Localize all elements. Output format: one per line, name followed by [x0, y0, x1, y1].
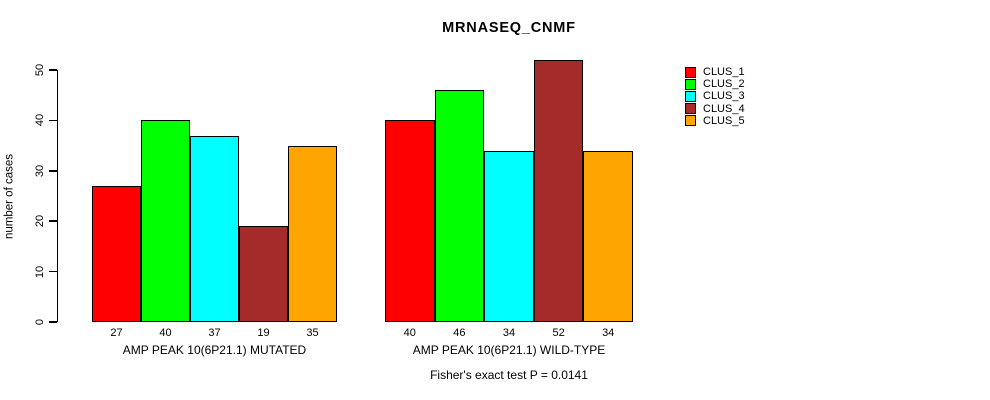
y-axis-tick-label: 10 — [34, 265, 46, 278]
y-axis-tick — [48, 170, 57, 172]
y-axis-tick-label: 0 — [34, 318, 46, 326]
legend-swatch-clus_1 — [685, 66, 696, 78]
y-axis-tick-label: 50 — [34, 63, 46, 77]
bar-value-label: 19 — [257, 326, 270, 339]
y-axis-tick — [48, 270, 57, 273]
bar-value-label: 46 — [453, 326, 466, 339]
legend-swatch-clus_3 — [685, 90, 696, 102]
y-axis-tick — [48, 220, 57, 222]
bar-value-label: 52 — [552, 326, 565, 339]
y-axis-label: number of cases — [3, 154, 16, 240]
y-axis-tick-label: 30 — [34, 164, 46, 177]
bar-clus_4-group-1 — [239, 226, 288, 322]
bar-clus_1-group-2 — [385, 120, 435, 322]
legend-label-clus_4: CLUS_4 — [703, 102, 745, 115]
legend-label-clus_3: CLUS_3 — [703, 90, 745, 103]
bar-value-label: 37 — [208, 326, 221, 339]
y-axis-tick — [48, 69, 57, 71]
fisher-test-annotation: Fisher's exact test P = 0.0141 — [430, 368, 588, 382]
bar-clus_4-group-2 — [533, 59, 584, 322]
y-axis-tick-label: 20 — [34, 215, 46, 228]
y-axis-spine — [56, 70, 58, 322]
bar-clus_2-group-1 — [141, 120, 190, 322]
legend-label-clus_2: CLUS_2 — [703, 78, 745, 91]
x-axis-group-label: AMP PEAK 10(6P21.1) MUTATED — [122, 343, 307, 357]
bar-value-label: 40 — [159, 326, 172, 339]
bar-clus_5-group-1 — [288, 145, 337, 322]
bar-value-label: 27 — [110, 326, 123, 339]
legend-swatch-clus_2 — [685, 78, 696, 90]
legend-label-clus_1: CLUS_1 — [703, 66, 745, 78]
bar-clus_3-group-1 — [190, 135, 239, 322]
bar-clus_1-group-1 — [92, 185, 141, 322]
legend-label-clus_5: CLUS_5 — [703, 114, 745, 127]
y-axis-tick — [48, 321, 57, 323]
x-axis-group-label: AMP PEAK 10(6P21.1) WILD-TYPE — [412, 343, 606, 357]
legend-swatch-clus_4 — [685, 103, 696, 115]
bar-clus_2-group-2 — [434, 90, 485, 322]
bar-value-label: 40 — [403, 326, 416, 339]
bar-clus_3-group-2 — [484, 150, 534, 322]
bar-value-label: 34 — [602, 326, 615, 339]
bar-value-label: 34 — [502, 326, 516, 339]
legend-swatch-clus_5 — [685, 115, 696, 127]
chart-title: MRNASEQ_CNMF — [442, 20, 576, 36]
bar-value-label: 35 — [306, 326, 319, 339]
y-axis-tick — [48, 119, 57, 122]
bar-clus_5-group-2 — [583, 150, 633, 322]
y-axis-tick-label: 40 — [34, 114, 46, 127]
